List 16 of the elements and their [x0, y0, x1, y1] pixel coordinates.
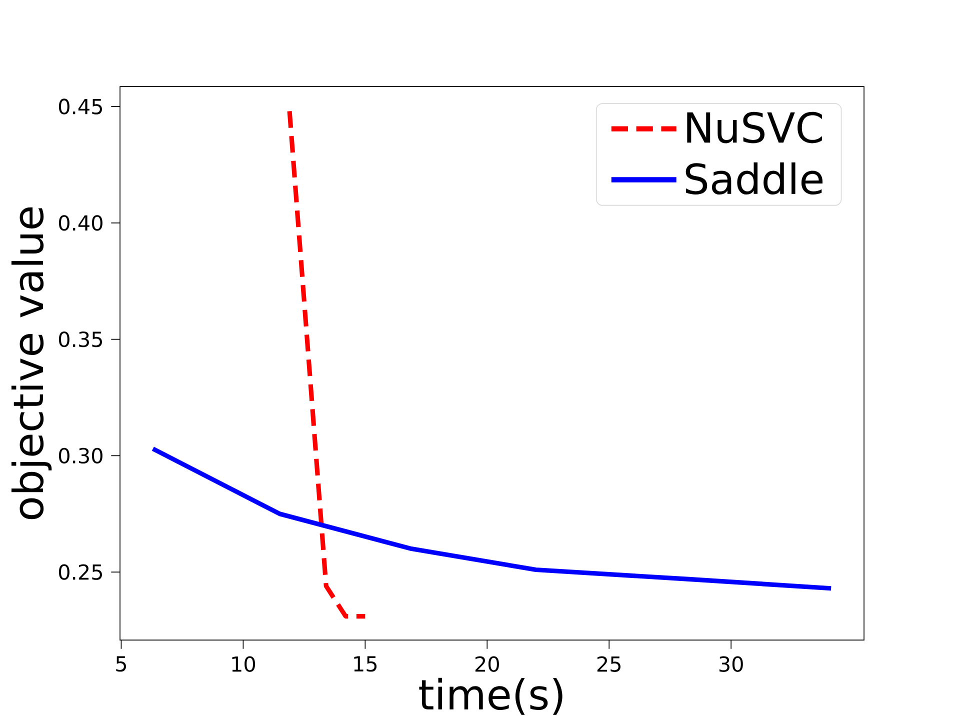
legend-label: NuSVC [687, 112, 822, 144]
x-tick-label: 20 [475, 656, 499, 672]
y-tick-label: 0.25 [58, 564, 102, 580]
y-tick-label: 0.30 [58, 448, 102, 464]
y-tick-label: 0.45 [58, 98, 102, 114]
x-tick-label: 10 [232, 656, 256, 672]
x-tick-label: 30 [719, 656, 743, 672]
legend-label: Saddle [686, 162, 823, 195]
line-series [150, 446, 834, 591]
x-tick-label: 5 [116, 656, 126, 672]
x-tick-label: 15 [354, 656, 377, 672]
x-axis-title: time(s) [419, 678, 562, 715]
x-tick-label: 25 [597, 656, 620, 672]
y-axis-title: objective value [11, 207, 52, 520]
y-tick-label: 0.40 [58, 215, 102, 231]
y-tick-label: 0.35 [58, 331, 102, 348]
